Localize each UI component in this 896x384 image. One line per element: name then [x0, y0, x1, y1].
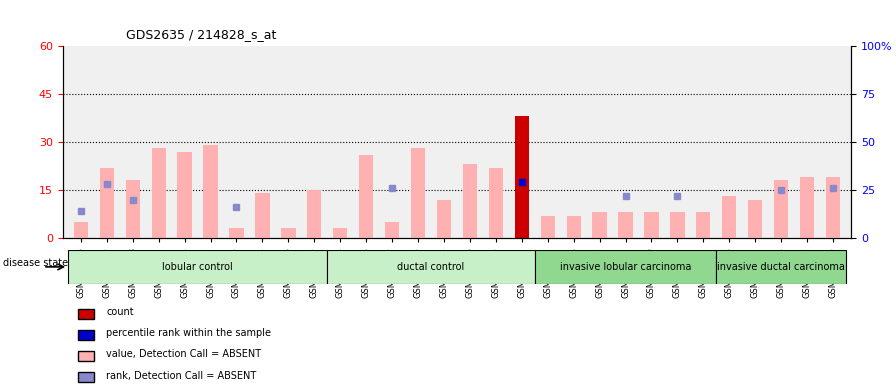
Text: percentile rank within the sample: percentile rank within the sample — [106, 328, 271, 338]
Bar — [566, 216, 581, 238]
Bar — [229, 228, 244, 238]
Bar — [774, 180, 788, 238]
Text: disease state: disease state — [4, 258, 68, 268]
Bar — [307, 190, 322, 238]
FancyBboxPatch shape — [716, 250, 846, 284]
Bar — [826, 177, 840, 238]
Bar — [385, 222, 400, 238]
Bar — [540, 216, 555, 238]
Bar — [255, 193, 270, 238]
Bar — [592, 212, 607, 238]
Bar — [437, 200, 451, 238]
Bar — [618, 212, 633, 238]
Text: rank, Detection Call = ABSENT: rank, Detection Call = ABSENT — [106, 371, 256, 381]
FancyBboxPatch shape — [68, 250, 327, 284]
Bar — [411, 149, 426, 238]
Text: invasive lobular carcinoma: invasive lobular carcinoma — [560, 262, 691, 272]
FancyBboxPatch shape — [79, 351, 94, 361]
Text: GDS2635 / 214828_s_at: GDS2635 / 214828_s_at — [125, 28, 276, 41]
Text: invasive ductal carcinoma: invasive ductal carcinoma — [717, 262, 845, 272]
Bar — [151, 149, 166, 238]
Bar — [644, 212, 659, 238]
Bar — [696, 212, 711, 238]
FancyBboxPatch shape — [79, 372, 94, 382]
FancyBboxPatch shape — [79, 330, 94, 340]
Bar — [99, 168, 114, 238]
Bar — [177, 152, 192, 238]
Bar — [125, 180, 140, 238]
Bar — [333, 228, 348, 238]
FancyBboxPatch shape — [535, 250, 716, 284]
Bar — [463, 164, 477, 238]
Text: value, Detection Call = ABSENT: value, Detection Call = ABSENT — [106, 349, 262, 359]
Text: count: count — [106, 307, 134, 317]
Bar — [203, 145, 218, 238]
FancyBboxPatch shape — [327, 250, 535, 284]
FancyBboxPatch shape — [79, 309, 94, 319]
Bar — [488, 168, 503, 238]
Bar — [748, 200, 762, 238]
Text: ductal control: ductal control — [398, 262, 465, 272]
Bar — [281, 228, 296, 238]
Bar — [73, 222, 88, 238]
Bar — [514, 116, 529, 238]
Bar — [800, 177, 814, 238]
Text: lobular control: lobular control — [162, 262, 233, 272]
Bar — [722, 197, 737, 238]
Bar — [359, 155, 374, 238]
Bar — [670, 212, 685, 238]
